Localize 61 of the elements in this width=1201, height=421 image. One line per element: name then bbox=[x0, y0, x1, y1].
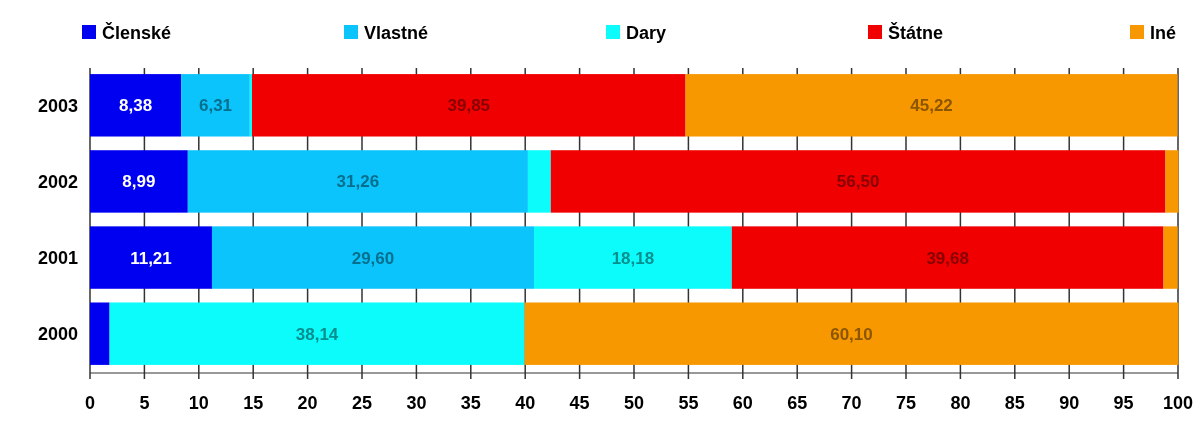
x-tick-label: 25 bbox=[351, 393, 373, 413]
bar bbox=[524, 302, 1179, 365]
data-label: 56,50 bbox=[836, 172, 880, 192]
x-tick-label: 75 bbox=[895, 393, 917, 413]
data-label: 18,18 bbox=[611, 248, 655, 268]
x-tick-label: 65 bbox=[787, 393, 808, 413]
y-tick-label: 2002 bbox=[37, 171, 78, 192]
x-tick-label: 100 bbox=[1162, 393, 1194, 413]
x-tick-label: 70 bbox=[841, 393, 862, 413]
x-tick-label: 85 bbox=[1004, 393, 1025, 413]
data-label: 29,60 bbox=[351, 248, 395, 268]
data-label: 45,22 bbox=[910, 96, 953, 116]
data-label: 39,68 bbox=[926, 248, 969, 268]
bar bbox=[211, 226, 535, 289]
x-tick-label: 55 bbox=[678, 393, 699, 413]
bar bbox=[550, 150, 1166, 213]
data-label: 38,14 bbox=[295, 324, 339, 344]
data-label: 39,85 bbox=[447, 96, 491, 116]
x-tick-label: 60 bbox=[732, 393, 753, 413]
bar bbox=[534, 226, 732, 289]
x-tick-label: 0 bbox=[84, 393, 96, 413]
legend-label: Štátne bbox=[888, 22, 944, 43]
bar bbox=[90, 302, 110, 365]
data-label: 6,31 bbox=[198, 96, 233, 116]
data-label: 60,10 bbox=[830, 324, 873, 344]
x-tick-label: 20 bbox=[297, 393, 318, 413]
bar bbox=[90, 226, 212, 289]
data-label: 8,38 bbox=[119, 96, 153, 116]
data-label: 11,21 bbox=[130, 248, 172, 268]
x-tick-label: 50 bbox=[623, 393, 645, 413]
bar bbox=[181, 74, 250, 137]
y-tick-label: 2000 bbox=[37, 324, 78, 344]
y-tick-label: 2003 bbox=[37, 95, 78, 116]
x-tick-label: 35 bbox=[460, 393, 481, 413]
x-tick-label: 30 bbox=[406, 393, 427, 413]
x-tick-label: 40 bbox=[515, 393, 536, 413]
x-tick-label: 15 bbox=[243, 393, 264, 413]
data-label: 8,99 bbox=[122, 172, 156, 192]
y-tick-label: 2001 bbox=[37, 247, 78, 268]
bar bbox=[187, 150, 528, 213]
legend-label: Iné bbox=[1150, 23, 1177, 43]
x-tick-label: 10 bbox=[188, 393, 209, 413]
x-tick-label: 5 bbox=[139, 393, 150, 413]
bar bbox=[252, 74, 686, 137]
legend-label: Vlastné bbox=[364, 23, 429, 43]
bar bbox=[1163, 226, 1178, 289]
legend-label: Členské bbox=[102, 22, 172, 43]
data-label: 31,26 bbox=[336, 172, 380, 192]
bar bbox=[1165, 150, 1179, 213]
x-tick-label: 80 bbox=[950, 393, 971, 413]
x-tick-label: 95 bbox=[1113, 393, 1134, 413]
bar bbox=[249, 74, 252, 137]
legend-label: Dary bbox=[626, 23, 667, 43]
bar bbox=[90, 150, 188, 213]
bar bbox=[731, 226, 1164, 289]
x-tick-label: 45 bbox=[569, 393, 590, 413]
bar bbox=[90, 74, 182, 137]
bar bbox=[109, 302, 525, 365]
x-tick-label: 90 bbox=[1059, 393, 1080, 413]
bar bbox=[527, 150, 551, 213]
bar bbox=[685, 74, 1178, 137]
